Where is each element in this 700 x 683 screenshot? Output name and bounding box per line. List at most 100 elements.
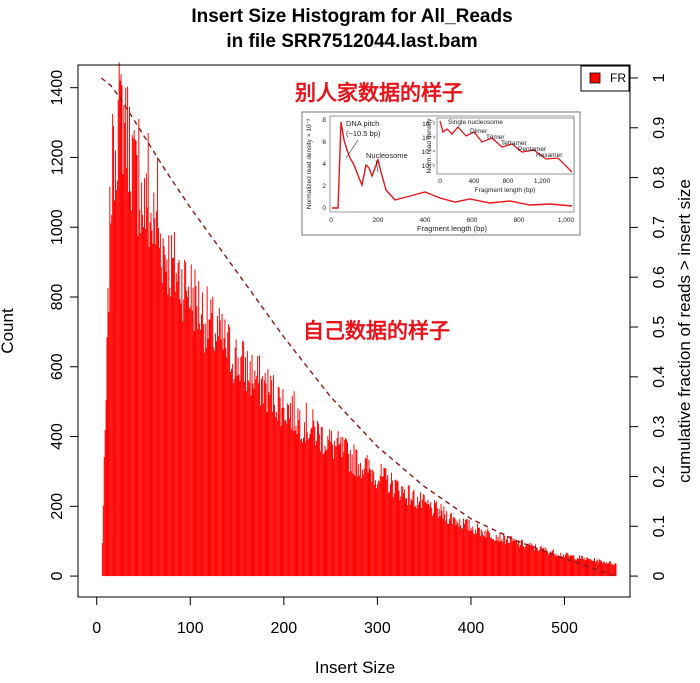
- histogram-bar: [381, 477, 383, 577]
- histogram-bar: [613, 565, 615, 577]
- histogram-bar: [452, 517, 454, 577]
- histogram-bar: [599, 560, 601, 577]
- histogram-bar: [318, 434, 320, 577]
- histogram-bar: [147, 133, 149, 577]
- histogram-bar: [561, 556, 563, 577]
- histogram-bar: [168, 235, 170, 577]
- histogram-bar: [128, 106, 130, 577]
- histogram-bar: [339, 443, 341, 577]
- x-tick-label: 200: [270, 620, 297, 637]
- y-tick-label: 800: [49, 284, 66, 311]
- histogram-bar: [399, 500, 401, 577]
- histogram-bar: [187, 286, 189, 577]
- histogram-bar: [170, 296, 172, 577]
- histogram-bar: [448, 524, 450, 577]
- histogram-bar: [550, 552, 552, 577]
- histogram-bar: [423, 495, 425, 577]
- histogram-bar: [157, 228, 159, 577]
- histogram-bar: [569, 555, 571, 577]
- histogram-bar: [121, 85, 123, 577]
- inset-ytick-label: 0: [322, 205, 326, 212]
- histogram-bar: [276, 420, 278, 577]
- legend: FR: [580, 65, 630, 92]
- histogram-bar: [270, 375, 272, 577]
- histogram-bar: [573, 555, 575, 577]
- histogram-bar: [222, 349, 224, 577]
- histogram-bar: [354, 475, 356, 577]
- histogram-bar: [132, 138, 134, 577]
- histogram-bar: [506, 539, 508, 577]
- histogram-bar: [486, 531, 488, 577]
- histogram-bar: [211, 313, 213, 577]
- histogram-bar: [176, 281, 178, 577]
- histogram-bar: [521, 540, 523, 577]
- histogram-bar: [518, 540, 520, 577]
- histogram-bar: [392, 497, 394, 577]
- histogram-bar: [480, 529, 482, 577]
- histogram-bar: [102, 505, 104, 577]
- histogram-bar: [236, 375, 238, 577]
- inset-sub-ytick-label: 10⁻⁵: [422, 163, 436, 170]
- histogram-bar: [388, 492, 390, 577]
- histogram-bar: [369, 468, 371, 577]
- histogram-bar: [495, 534, 497, 577]
- histogram-bar: [460, 525, 462, 577]
- histogram-bar: [610, 563, 612, 577]
- histogram-bar: [348, 471, 350, 577]
- histogram-bar: [513, 540, 515, 577]
- histogram-bar: [409, 504, 411, 577]
- histogram-bar: [419, 492, 421, 577]
- histogram-bar: [352, 473, 354, 577]
- histogram-bar: [203, 352, 205, 577]
- histogram-bar: [416, 508, 418, 577]
- histogram-bar: [317, 423, 319, 577]
- histogram-bar: [494, 540, 496, 577]
- inset-y-label: Normalized read density × 10⁻³: [306, 118, 313, 209]
- histogram-bar: [577, 557, 579, 577]
- histogram-bar: [239, 381, 241, 577]
- histogram-bar: [475, 529, 477, 577]
- histogram-bar: [372, 469, 374, 577]
- histogram-bar: [157, 157, 159, 577]
- right-y-tick-label: 1: [651, 73, 668, 82]
- histogram-bar: [300, 439, 302, 577]
- histogram-bar: [187, 297, 188, 577]
- histogram-bar: [523, 547, 525, 577]
- inset-ytick-label: 4: [322, 161, 326, 168]
- histogram-bar: [143, 178, 145, 577]
- histogram-bar: [328, 439, 330, 577]
- histogram-bar: [566, 553, 568, 577]
- histogram-bar: [136, 155, 138, 577]
- histogram-bar: [596, 559, 598, 577]
- histogram-bar: [178, 260, 180, 577]
- histogram-bar: [238, 374, 240, 577]
- histogram-bar: [412, 491, 414, 577]
- histogram-bar: [515, 540, 517, 577]
- y-tick-label: 1200: [49, 140, 66, 176]
- histogram-bar: [468, 519, 470, 577]
- histogram-bar: [151, 230, 153, 577]
- histogram-bar: [601, 561, 603, 577]
- histogram-bar: [309, 434, 311, 577]
- histogram-bar: [433, 500, 435, 577]
- histogram-bar: [353, 444, 355, 577]
- histogram-bar: [422, 494, 424, 577]
- histogram-bar: [245, 357, 246, 577]
- histogram-bar: [446, 511, 448, 577]
- histogram-bar: [426, 504, 428, 577]
- histogram-bar: [360, 463, 362, 577]
- histogram-bar: [605, 563, 607, 577]
- histogram-bar: [101, 543, 103, 577]
- histogram-bar: [173, 232, 175, 577]
- histogram-bar: [287, 403, 289, 577]
- histogram-bar: [543, 547, 545, 577]
- right-y-tick-label: 0.5: [651, 316, 668, 338]
- histogram-bar: [351, 454, 353, 577]
- histogram-bar: [288, 418, 290, 577]
- right-y-tick-label: 0.7: [651, 216, 668, 238]
- histogram-bar: [116, 180, 118, 577]
- inset-peak-hexamer: Hexamer: [536, 152, 563, 159]
- histogram-bar: [492, 539, 494, 577]
- histogram-bar: [490, 538, 492, 577]
